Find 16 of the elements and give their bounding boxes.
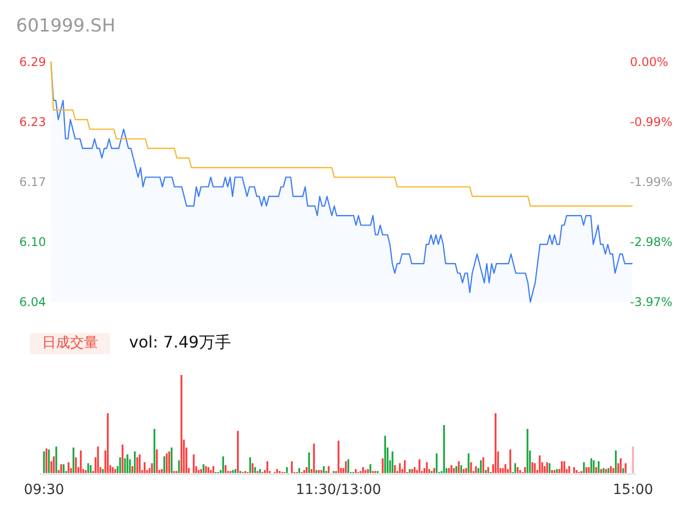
y2-tick-label: -0.99% [630, 115, 672, 129]
y2-tick-label: 0.00% [630, 55, 668, 69]
chart-title: 601999.SH [16, 16, 116, 36]
y2-tick-label: -1.99% [630, 175, 672, 189]
chart-title: 日成交量 [42, 335, 98, 351]
y-tick-label: 6.10 [19, 235, 46, 249]
x-tick-label: 15:00 [612, 482, 654, 498]
y-tick-label: 6.04 [19, 295, 46, 309]
text: vol: 7.49万手 [129, 332, 231, 352]
x-tick-label: 11:30/13:00 [296, 482, 382, 498]
y-tick-label: 6.23 [19, 115, 46, 129]
y-tick-label: 6.17 [19, 175, 46, 189]
y2-tick-label: -3.97% [630, 295, 672, 309]
x-tick-label: 09:30 [24, 482, 64, 498]
y2-tick-label: -2.98% [630, 235, 672, 249]
y-tick-label: 6.29 [19, 55, 46, 69]
